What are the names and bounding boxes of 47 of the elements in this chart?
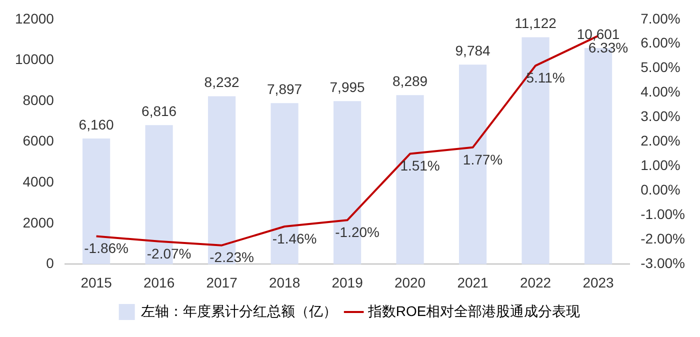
y2-tick-label: 3.00% [640,108,680,124]
y2-tick-label: 2.00% [640,132,680,149]
y2-tick-label: 6.00% [640,34,680,51]
y-tick-label: 6000 [22,132,54,149]
y2-tick-label: 0.00% [640,182,680,198]
y-tick-label: 4000 [22,173,54,190]
x-tick-label: 2018 [268,274,300,290]
data-label: 6,160 [78,116,114,132]
x-tick-label: 2017 [206,274,238,290]
y-tick-label: 0 [46,255,54,272]
data-label: -2.07% [146,245,192,262]
data-label: 5.11% [526,70,565,86]
data-label: -1.86% [84,240,128,256]
y2-tick-label: -1.00% [640,206,685,222]
legend-label: 左轴：年度累计分红总额（亿） [140,302,337,319]
y-tick-label: 2000 [22,214,54,230]
data-label: 1.51% [400,158,440,174]
data-label: 6.33% [588,40,628,56]
x-tick-label: 2019 [332,274,364,290]
data-label: 6,816 [142,103,177,120]
data-label: 11,122 [514,15,557,32]
data-label: -2.23% [210,249,254,266]
x-tick-label: 2021 [457,274,489,290]
data-label: -1.46% [272,230,317,246]
y2-tick-label: -3.00% [640,255,685,272]
data-label: 1.77% [462,151,503,168]
x-tick-label: 2022 [520,274,552,290]
data-label: -1.20% [335,224,380,240]
x-tick-label: 2016 [143,274,175,290]
y-tick-label: 8000 [22,92,54,108]
data-label: 9,784 [455,42,490,58]
y-tick-label: 10000 [14,51,54,68]
y-tick-label: 12000 [14,10,54,26]
y2-tick-label: 5.00% [640,59,680,76]
data-label: 7,897 [267,80,302,97]
legend-label: 指数ROE相对全部港股通成分表现 [366,302,580,319]
x-tick-label: 2015 [80,274,112,290]
y2-tick-label: 1.00% [640,157,680,174]
y2-tick-label: 4.00% [640,84,680,100]
y2-tick-label: 7.00% [640,10,680,26]
x-tick-label: 2023 [582,274,614,290]
data-label: 8,232 [204,74,240,90]
data-label: 7,995 [330,78,366,95]
x-tick-label: 2020 [394,274,426,290]
data-label: 10,601 [576,26,620,42]
data-label: 8,289 [392,72,428,89]
y2-tick-label: -2.00% [640,230,685,247]
